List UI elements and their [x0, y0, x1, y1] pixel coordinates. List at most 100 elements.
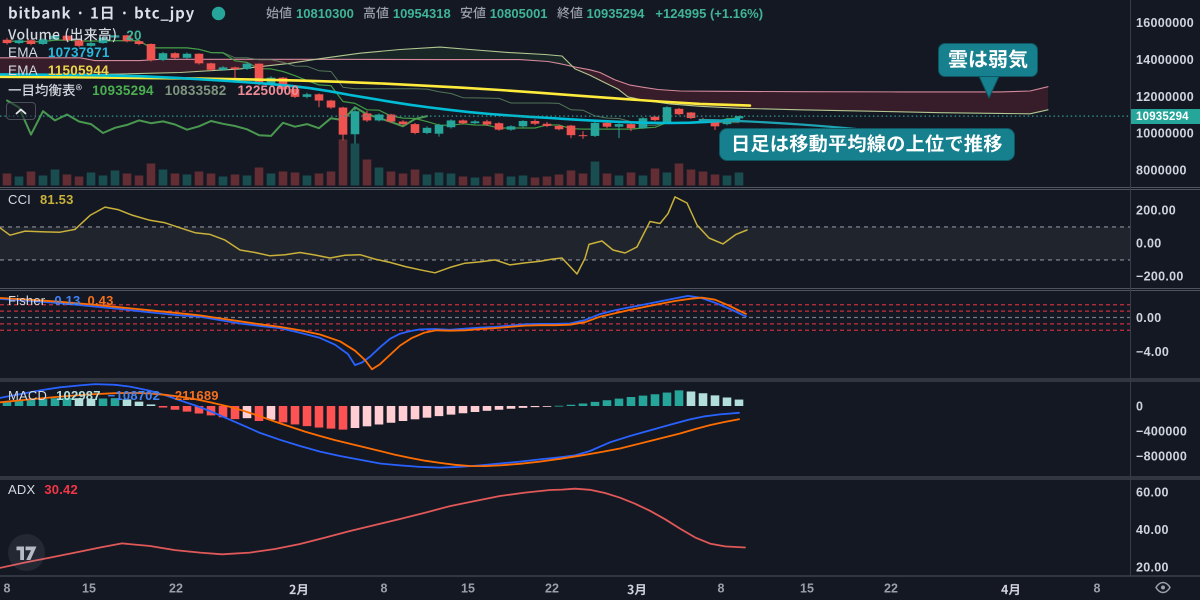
- macd-label: MACD: [8, 387, 48, 403]
- candle-body: [350, 111, 360, 135]
- time-axis-day-label[interactable]: 22: [545, 582, 559, 596]
- ema-fast-label: EMA: [8, 44, 38, 60]
- price-axis-label[interactable]: 14000000: [1136, 53, 1194, 67]
- adx-legend-row[interactable]: ADX 30.42: [8, 482, 78, 497]
- time-axis-day-label[interactable]: 8: [1094, 582, 1101, 596]
- candle-body: [254, 63, 264, 84]
- macd-histogram-bar: [398, 406, 408, 421]
- volume-bar: [14, 176, 24, 186]
- macd-histogram-bar: [638, 395, 648, 406]
- macd-signal-value: −211689: [167, 387, 219, 403]
- price-axis-label[interactable]: 10000000: [1136, 127, 1194, 141]
- candle-body: [134, 41, 144, 44]
- ema-slow-label: EMA: [8, 63, 38, 78]
- senkou-span-a: [0, 46, 1049, 115]
- volume-legend-row[interactable]: Volume (出来高) 20: [8, 26, 142, 44]
- time-axis-month-feb[interactable]: [289, 582, 309, 598]
- volume-ma-value: 20: [126, 27, 142, 43]
- macd-histogram-bar: [314, 406, 324, 428]
- macd-histogram-bar: [722, 397, 732, 406]
- fisher-legend-row[interactable]: Fisher 0.13 0.43: [8, 293, 114, 308]
- macd-histogram-bar: [338, 406, 348, 430]
- volume-bar: [398, 173, 408, 186]
- low-label: [460, 6, 486, 19]
- macd-axis-label[interactable]: 0: [1136, 399, 1143, 413]
- time-axis-day-label[interactable]: 8: [381, 582, 388, 596]
- macd-histogram-bar: [650, 394, 660, 406]
- macd-histogram-bar: [578, 403, 588, 406]
- callout-cloud-bearish[interactable]: 雲は弱気: [938, 43, 1038, 77]
- macd-histogram-bar: [698, 393, 708, 406]
- macd-signal: [0, 392, 740, 467]
- fisher-axis-label[interactable]: 0.00: [1136, 311, 1162, 325]
- cci-axis-label[interactable]: −200.00: [1136, 270, 1184, 284]
- time-axis-day-label[interactable]: 22: [169, 582, 183, 596]
- volume-bar: [326, 171, 336, 186]
- macd-histogram-bar: [494, 406, 504, 410]
- callout-ma-pointer: [698, 118, 858, 131]
- time-axis-day-label[interactable]: 15: [82, 582, 96, 596]
- candle-body: [602, 122, 612, 127]
- macd-histogram-bar: [122, 399, 132, 406]
- volume-bar: [602, 173, 612, 186]
- macd-histogram-bar: [614, 398, 624, 406]
- macd-histogram-bar: [134, 401, 144, 406]
- price-axis-label[interactable]: 12000000: [1136, 90, 1194, 104]
- macd-axis-label[interactable]: −400000: [1136, 424, 1187, 438]
- ema-20: [0, 75, 752, 107]
- time-axis-month-mar[interactable]: [627, 582, 647, 598]
- high-value: 10954318: [392, 6, 451, 22]
- cci-axis-label[interactable]: 200.00: [1136, 204, 1176, 218]
- time-axis-day-label[interactable]: 8: [4, 582, 11, 596]
- macd-histogram-bar: [410, 406, 420, 420]
- time-axis-day-label[interactable]: 15: [461, 582, 475, 596]
- open-value: 10810300: [296, 6, 354, 22]
- ema-fast-legend-row[interactable]: EMA 10737971: [8, 45, 110, 60]
- volume-bar: [2, 173, 12, 186]
- macd-axis-label[interactable]: −800000: [1136, 449, 1187, 463]
- ichimoku-legend-row[interactable]: 一目均衡表® 10935294 10833582 12250000: [8, 82, 299, 100]
- candle-body: [242, 63, 252, 69]
- candle-body: [218, 67, 228, 70]
- cci-legend-row[interactable]: CCI 81.53: [8, 192, 74, 207]
- pane-adx: [0, 487, 746, 569]
- candle-body: [14, 40, 24, 44]
- eye-icon[interactable]: [1154, 580, 1172, 595]
- price-axis-label[interactable]: 8000000: [1136, 163, 1187, 177]
- symbol-legend-row[interactable]: bitbank · 1日 · btc_jpy 始値 10810300 高値 10…: [8, 4, 763, 24]
- callout-ma-note[interactable]: 日足は移動平均線の上位で推移: [719, 128, 1015, 161]
- volume-bar: [314, 173, 324, 186]
- time-axis-day-label[interactable]: 22: [884, 582, 898, 596]
- macd-histogram-bar: [386, 406, 396, 423]
- candle-body: [122, 35, 132, 42]
- time-axis-day-label[interactable]: 15: [800, 582, 814, 596]
- cci-axis-label[interactable]: 0.00: [1136, 237, 1162, 251]
- macd-histogram-bar: [518, 406, 528, 408]
- macd-line-value: −108702: [107, 387, 161, 403]
- macd-histogram-bar: [110, 398, 120, 406]
- candle-body: [446, 120, 456, 128]
- candle-body: [302, 94, 312, 97]
- candle-body: [734, 116, 744, 119]
- cci-band: [0, 226, 1130, 260]
- macd-histogram-bar: [74, 398, 84, 406]
- time-axis-month-apr[interactable]: [1001, 582, 1021, 598]
- ichimoku-conversion-value: 10935294: [92, 82, 154, 98]
- time-axis-day-label[interactable]: 8: [718, 582, 725, 596]
- macd-legend-row[interactable]: MACD 102987 −108702 −211689: [8, 388, 219, 403]
- adx-axis-label[interactable]: 20.00: [1136, 560, 1169, 574]
- collapse-pane-button[interactable]: [5, 102, 36, 120]
- macd-histogram: [2, 390, 744, 430]
- adx-axis-label[interactable]: 60.00: [1136, 485, 1169, 499]
- fisher-axis-label[interactable]: −4.00: [1136, 345, 1169, 359]
- last-price-badge: 10935294: [1131, 109, 1200, 124]
- price-axis-label[interactable]: 16000000: [1136, 16, 1194, 30]
- adx-axis-label[interactable]: 40.00: [1136, 523, 1169, 537]
- volume-bar: [446, 173, 456, 186]
- macd-histogram-bar: [230, 406, 240, 420]
- ema-slow-legend-row[interactable]: EMA 11505944: [8, 63, 109, 78]
- candle-body: [338, 107, 348, 135]
- candle-body: [674, 108, 684, 115]
- tradingview-logo[interactable]: [8, 534, 45, 571]
